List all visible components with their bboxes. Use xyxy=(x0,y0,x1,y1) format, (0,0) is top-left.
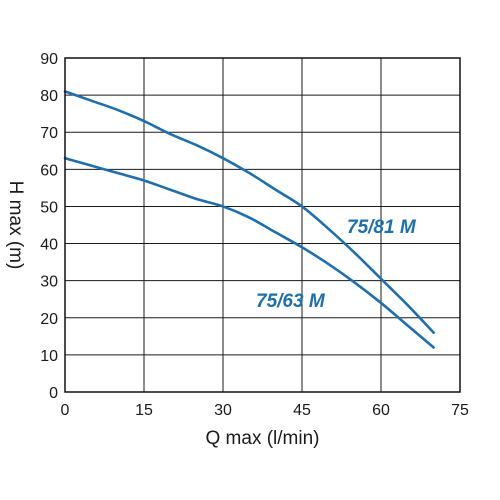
series-line-1 xyxy=(63,156,435,349)
y-tick-label: 0 xyxy=(49,385,58,402)
x-tick-label: 45 xyxy=(293,402,311,419)
series-label-75-81m: 75/81 M xyxy=(347,217,417,238)
x-axis-label: Q max (l/min) xyxy=(206,428,320,449)
y-tick-label: 90 xyxy=(40,51,58,68)
y-tick-label: 30 xyxy=(40,274,58,291)
y-axis-label: H max (m) xyxy=(5,181,26,270)
x-tick-labels: 0 15 30 45 60 75 xyxy=(61,402,469,419)
y-tick-label: 50 xyxy=(40,199,58,216)
y-tick-labels: 0 10 20 30 40 50 60 70 80 90 xyxy=(40,51,58,402)
x-tick-label: 15 xyxy=(135,402,153,419)
y-tick-label: 40 xyxy=(40,237,58,254)
y-tick-label: 80 xyxy=(40,88,58,105)
y-tick-label: 20 xyxy=(40,311,58,328)
x-tick-label: 75 xyxy=(451,402,469,419)
series-label-75-63m: 75/63 M xyxy=(256,291,326,312)
y-tick-label: 10 xyxy=(40,348,58,365)
x-tick-label: 30 xyxy=(214,402,232,419)
y-tick-label: 70 xyxy=(40,125,58,142)
series-line-0 xyxy=(63,90,435,334)
y-tick-label: 60 xyxy=(40,162,58,179)
x-tick-label: 60 xyxy=(372,402,390,419)
x-tick-label: 0 xyxy=(61,402,70,419)
series-lines xyxy=(63,90,435,349)
plot-frame xyxy=(64,57,461,393)
